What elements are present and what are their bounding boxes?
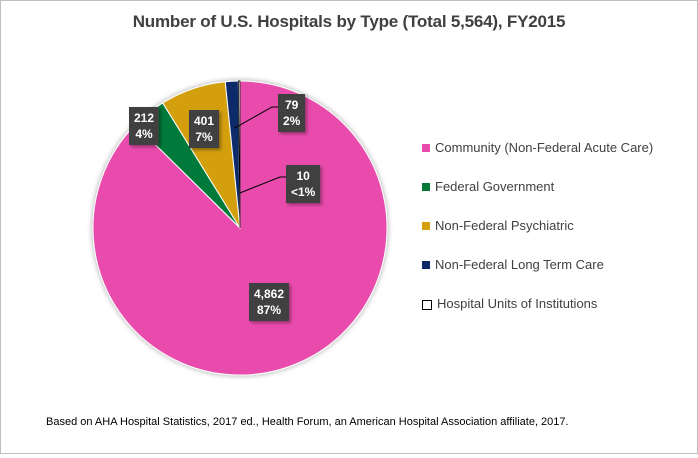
legend-swatch	[422, 300, 432, 310]
data-label-percent: 87%	[257, 303, 282, 317]
data-label-long-term-care: 79 2%	[278, 94, 306, 132]
legend-swatch	[422, 261, 430, 269]
legend-item-long-term-care[interactable]: Non-Federal Long Term Care	[422, 257, 653, 296]
legend-label: Community (Non-Federal Acute Care)	[435, 140, 654, 155]
data-label-value: 212	[134, 111, 155, 125]
legend-swatch	[422, 222, 430, 230]
data-label-community: 4,862 87%	[249, 283, 290, 321]
legend: Community (Non-Federal Acute Care) Feder…	[422, 140, 653, 335]
data-label-percent: 4%	[135, 127, 153, 141]
data-label-hospital-units: 10 <1%	[286, 165, 321, 203]
legend-item-psychiatric[interactable]: Non-Federal Psychiatric	[422, 218, 653, 257]
legend-label: Non-Federal Psychiatric	[435, 218, 574, 233]
data-label-value: 401	[194, 114, 215, 128]
pie-slice-hospital-units[interactable]	[237, 80, 241, 229]
legend-label: Hospital Units of Institutions	[437, 296, 598, 311]
legend-item-hospital-units[interactable]: Hospital Units of Institutions	[422, 296, 653, 335]
data-label-value: 79	[284, 98, 299, 112]
legend-label: Federal Government	[435, 179, 555, 194]
legend-swatch	[422, 144, 430, 152]
chart-title: Number of U.S. Hospitals by Type (Total …	[132, 12, 566, 31]
data-label-federal-government: 212 4%	[129, 107, 160, 145]
legend-item-community[interactable]: Community (Non-Federal Acute Care)	[422, 140, 653, 179]
data-label-value: 4,862	[254, 287, 285, 301]
leader-line	[234, 106, 278, 129]
data-label-value: 10	[296, 169, 310, 183]
data-label-percent: 7%	[195, 130, 213, 144]
legend-swatch	[422, 183, 430, 191]
data-label-percent: <1%	[291, 185, 316, 199]
leader-line	[239, 176, 286, 194]
source-footnote: Based on AHA Hospital Statistics, 2017 e…	[46, 416, 569, 428]
data-label-psychiatric: 401 7%	[189, 110, 220, 148]
data-label-percent: 2%	[283, 114, 301, 128]
legend-item-federal-government[interactable]: Federal Government	[422, 179, 653, 218]
legend-label: Non-Federal Long Term Care	[435, 257, 604, 272]
